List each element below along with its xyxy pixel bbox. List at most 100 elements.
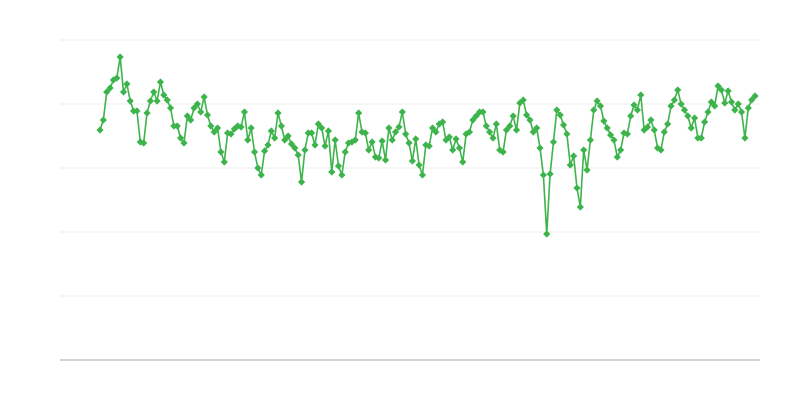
data-point <box>707 98 715 106</box>
data-point <box>368 138 376 146</box>
data-point <box>502 126 511 134</box>
data-point <box>348 138 356 146</box>
data-point <box>341 148 349 156</box>
data-point <box>314 120 322 128</box>
data-point <box>207 122 215 130</box>
data-point <box>687 124 695 132</box>
data-point <box>116 53 124 61</box>
data-point <box>264 141 272 149</box>
data-point <box>328 168 336 176</box>
data-point <box>627 112 635 120</box>
data-point <box>375 154 383 162</box>
data-point <box>324 127 333 135</box>
data-point <box>633 106 642 114</box>
data-point <box>469 116 477 124</box>
data-point <box>311 141 319 149</box>
data-point <box>697 134 705 142</box>
data-point <box>271 134 279 142</box>
data-point <box>287 140 296 148</box>
data-point <box>734 100 742 108</box>
data-point <box>267 127 275 135</box>
data-point <box>486 128 494 136</box>
data-point <box>180 139 188 147</box>
data-point <box>257 171 265 179</box>
data-point <box>704 108 712 116</box>
data-point <box>428 124 437 132</box>
data-point <box>160 91 168 99</box>
data-point <box>391 128 400 136</box>
data-point <box>714 82 722 90</box>
data-point <box>721 99 729 107</box>
data-point <box>321 142 329 150</box>
data-point <box>462 130 470 138</box>
data-point <box>492 120 500 128</box>
data-point <box>445 133 453 141</box>
data-point <box>751 92 759 100</box>
data-point <box>570 152 578 160</box>
data-point <box>630 101 638 109</box>
data-point <box>425 142 433 150</box>
data-point <box>274 109 282 117</box>
data-point <box>590 106 598 114</box>
data-point <box>331 136 339 144</box>
data-point <box>603 124 611 132</box>
data-point <box>653 144 662 152</box>
data-point <box>479 108 487 116</box>
data-point <box>260 147 269 155</box>
data-point <box>318 124 326 132</box>
data-point <box>103 88 111 96</box>
data-point <box>613 153 621 161</box>
data-point <box>674 86 682 94</box>
data-point <box>301 146 309 154</box>
data-point <box>559 121 568 129</box>
data-point <box>449 146 457 154</box>
data-point <box>217 148 225 156</box>
data-point <box>143 109 151 117</box>
data-point <box>418 171 427 179</box>
data-point <box>731 106 739 114</box>
data-point <box>351 136 359 144</box>
data-point <box>163 96 171 104</box>
data-point <box>516 99 524 107</box>
data-point <box>247 124 255 132</box>
data-point <box>643 123 652 131</box>
data-point <box>684 112 692 120</box>
data-point <box>573 184 581 192</box>
data-point <box>402 130 410 138</box>
data-point <box>297 178 306 186</box>
data-point <box>109 76 118 84</box>
data-point <box>405 139 413 147</box>
data-point <box>381 156 390 164</box>
data-point <box>177 134 185 142</box>
data-point <box>744 104 752 112</box>
data-point <box>388 136 396 144</box>
data-point <box>113 74 121 82</box>
data-point <box>156 78 165 86</box>
data-point <box>308 129 316 137</box>
data-point <box>553 106 561 114</box>
data-point <box>190 104 198 112</box>
data-point <box>106 84 114 92</box>
data-point <box>482 122 490 130</box>
data-point <box>277 122 285 130</box>
data-point <box>237 123 245 131</box>
data-point <box>667 102 675 110</box>
data-point <box>432 128 440 136</box>
data-point <box>499 148 507 156</box>
data-point <box>717 86 726 94</box>
data-point <box>677 100 685 108</box>
data-point <box>371 153 380 161</box>
data-point <box>281 136 289 144</box>
data-point <box>727 98 736 106</box>
data-point <box>536 144 544 152</box>
data-point <box>408 157 416 165</box>
data-point <box>173 122 181 130</box>
data-point <box>398 108 406 116</box>
data-point <box>459 158 467 166</box>
data-point <box>140 139 148 147</box>
data-point <box>647 116 655 124</box>
data-point <box>690 114 699 122</box>
data-point <box>549 138 558 146</box>
data-point <box>250 148 259 156</box>
